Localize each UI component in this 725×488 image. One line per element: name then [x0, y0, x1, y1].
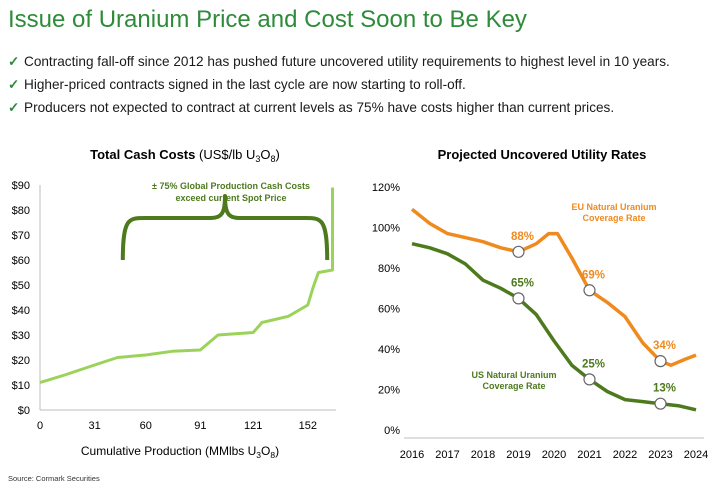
cash-cost-line [39, 187, 334, 384]
y-tick-label: $0 [18, 405, 30, 417]
checkmark-icon: ✓ [8, 77, 20, 92]
x-tick-label: 2022 [613, 449, 637, 461]
page-title: Issue of Uranium Price and Cost Soon to … [8, 6, 527, 33]
data-point-marker [583, 373, 596, 386]
cash-cost-chart-title: Total Cash Costs (US$/lb U3O8) [90, 147, 280, 164]
annotation-text: exceed current Spot Price [175, 193, 286, 203]
y-tick-label: 20% [378, 385, 400, 397]
data-label: 13% [653, 383, 676, 395]
y-tick-label: $90 [12, 180, 30, 192]
x-tick-label: 91 [194, 420, 206, 432]
x-tick-label: 0 [37, 420, 43, 432]
bullet-item: ✓ Producers not expected to contract at c… [8, 96, 670, 119]
data-label: 34% [653, 340, 676, 352]
x-tick-label: 121 [244, 420, 262, 432]
x-axis-label: Cumulative Production (MMlbs U3O8) [81, 444, 279, 460]
annotation-text: ± 75% Global Production Cash Costs [152, 181, 310, 191]
x-tick-label: 2016 [400, 449, 424, 461]
y-tick-label: $10 [12, 380, 30, 392]
series-label: Coverage Rate [482, 381, 545, 391]
y-tick-label: $30 [12, 330, 30, 342]
bullet-list: ✓ Contracting fall-off since 2012 has pus… [8, 50, 670, 119]
bullet-text: Contracting fall-off since 2012 has push… [24, 54, 670, 69]
data-label: 65% [511, 277, 534, 289]
checkmark-icon: ✓ [8, 100, 20, 115]
x-tick-label: 2019 [506, 449, 530, 461]
series-label: EU Natural Uranium [571, 202, 656, 212]
bullet-item: ✓ Contracting fall-off since 2012 has pus… [8, 50, 670, 73]
x-tick-label: 31 [88, 420, 100, 432]
data-label: 25% [582, 358, 605, 370]
data-point-marker [512, 245, 525, 258]
brace-annotation [120, 194, 330, 261]
data-point-marker [583, 284, 596, 297]
checkmark-icon: ✓ [8, 54, 20, 69]
x-tick-label: 2024 [684, 449, 708, 461]
data-label: 69% [582, 269, 605, 281]
uncovered-rates-chart-title: Projected Uncovered Utility Rates [438, 147, 647, 162]
x-tick-label: 2021 [577, 449, 601, 461]
y-tick-label: $40 [12, 305, 30, 317]
y-tick-label: $20 [12, 355, 30, 367]
y-tick-label: 80% [378, 263, 400, 275]
series-label: US Natural Uranium [471, 370, 556, 380]
x-tick-label: 2023 [648, 449, 672, 461]
y-tick-label: 40% [378, 344, 400, 356]
data-point-marker [654, 355, 667, 368]
series-label: Coverage Rate [582, 213, 645, 223]
y-tick-label: $80 [12, 205, 30, 217]
y-tick-label: $70 [12, 230, 30, 242]
y-tick-label: $50 [12, 280, 30, 292]
bullet-text: Higher-priced contracts signed in the la… [24, 77, 466, 92]
bullet-text: Producers not expected to contract at cu… [24, 100, 615, 115]
source-note: Source: Cormark Securities [8, 474, 100, 483]
y-tick-label: 60% [378, 304, 400, 316]
x-tick-label: 2018 [471, 449, 495, 461]
y-tick-label: $60 [12, 255, 30, 267]
x-tick-label: 2017 [435, 449, 459, 461]
data-point-marker [654, 397, 667, 410]
bullet-item: ✓ Higher-priced contracts signed in the l… [8, 73, 670, 96]
uncovered-rates-chart: Projected Uncovered Utility Rates 0% 20% 4… [372, 147, 708, 461]
cash-cost-chart: Total Cash Costs (US$/lb U3O8) $0 $10 $20 $… [12, 147, 336, 460]
x-tick-label: 2020 [542, 449, 566, 461]
data-label: 88% [511, 231, 534, 243]
y-tick-label: 0% [384, 425, 400, 437]
y-tick-label: 120% [372, 182, 400, 194]
x-tick-label: 60 [140, 420, 152, 432]
y-tick-label: 100% [372, 223, 400, 235]
x-tick-label: 152 [299, 420, 317, 432]
data-point-marker [512, 292, 525, 305]
us-coverage-line [411, 241, 697, 412]
